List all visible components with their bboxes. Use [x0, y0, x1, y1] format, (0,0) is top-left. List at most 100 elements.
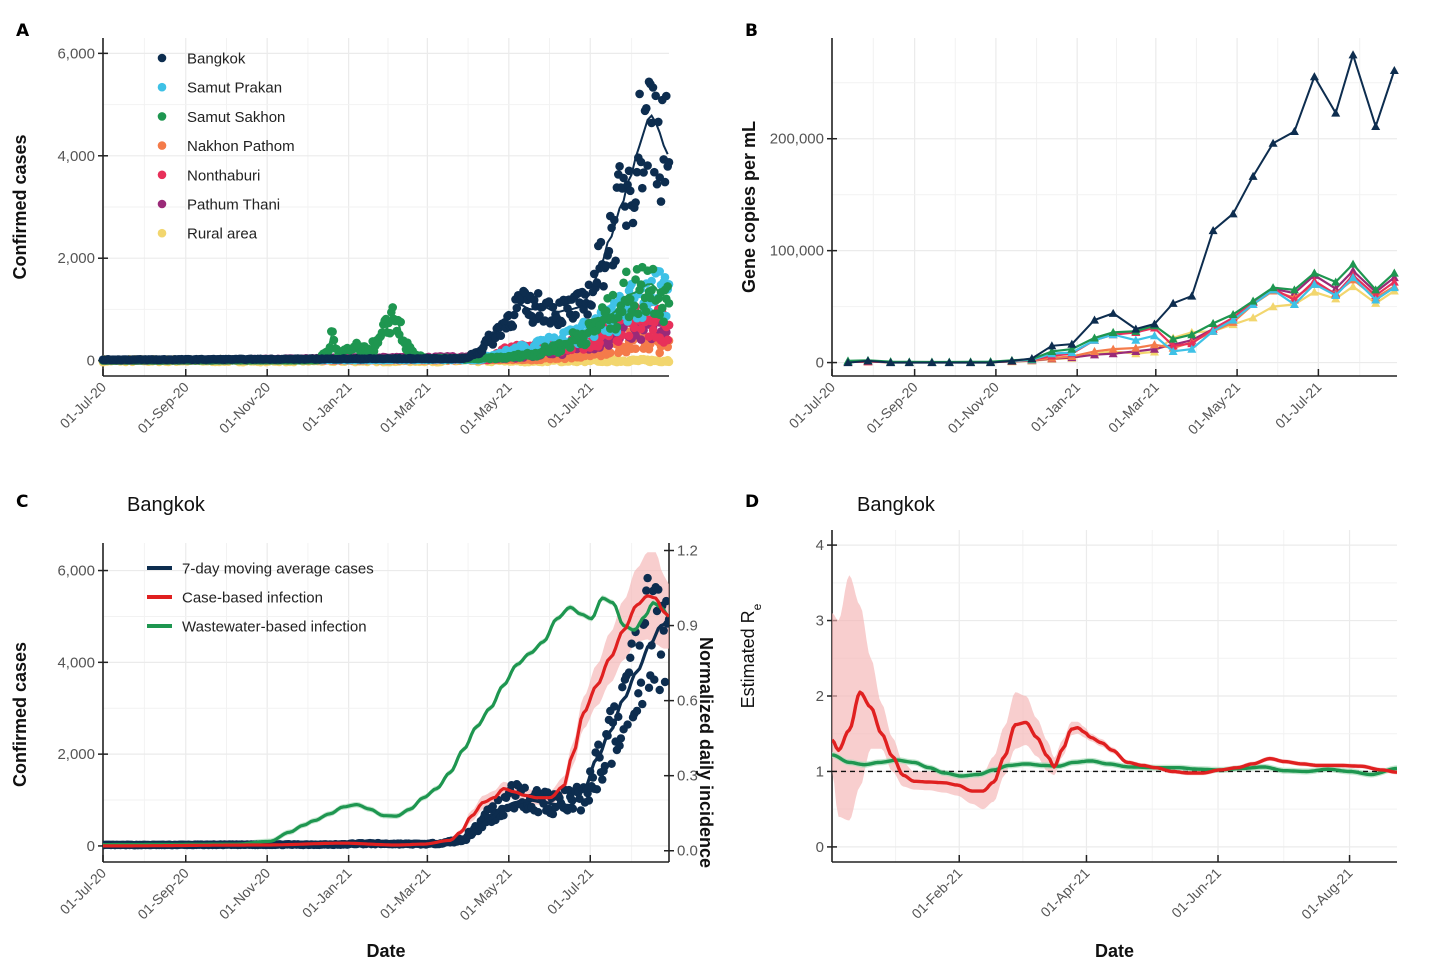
data-point [630, 323, 639, 333]
data-point [636, 335, 646, 344]
data-point [488, 802, 497, 811]
x-tick-label: 01-Sep-20 [134, 865, 192, 923]
data-point [610, 702, 619, 711]
data-point [656, 197, 666, 206]
data-point [602, 306, 611, 316]
legend-item: Samut Prakan [157, 80, 282, 97]
triangle-marker [1289, 126, 1299, 136]
data-point [396, 317, 406, 327]
triangle-marker [1149, 331, 1159, 340]
data-point [615, 741, 624, 750]
data-point [636, 324, 646, 334]
data-point [329, 335, 339, 345]
data-point [631, 275, 640, 284]
x-tick-label: 01-Nov-20 [216, 865, 274, 923]
x-tick-label: 01-May-21 [456, 865, 515, 924]
triangle-marker [1108, 308, 1118, 317]
data-point [631, 198, 640, 207]
y-axis-title-subscript: e [750, 603, 764, 610]
triangle-marker [966, 358, 976, 367]
triangle-marker [944, 358, 954, 367]
data-point [596, 237, 606, 247]
x-tick-label: 01-Jan-21 [299, 865, 355, 921]
data-point [587, 301, 596, 310]
triangle-marker [1168, 334, 1178, 343]
data-point [647, 276, 656, 286]
triangle-marker [927, 358, 937, 367]
data-point [599, 282, 608, 291]
y-axis-title: Confirmed cases [10, 642, 30, 787]
triangle-marker [1268, 138, 1278, 147]
data-point [557, 318, 567, 328]
data-point [620, 202, 630, 211]
triangle-marker [1331, 277, 1341, 286]
data-point [655, 685, 664, 695]
triangle-marker [1331, 290, 1341, 300]
y-tick-label: 6,000 [57, 45, 95, 62]
data-point [598, 775, 607, 784]
y-tick-label: 2,000 [57, 746, 95, 763]
data-point [663, 335, 672, 345]
triangle-marker [1090, 315, 1100, 324]
data-point [642, 307, 651, 317]
y-tick-label: 4,000 [57, 654, 95, 671]
data-point [607, 759, 616, 768]
triangle-marker [1309, 268, 1319, 277]
data-point [604, 341, 614, 350]
triangle-marker [904, 358, 914, 367]
x-tick-label: 01-Jul-21 [544, 379, 597, 432]
data-point [659, 626, 668, 635]
data-point [612, 322, 622, 332]
legend-item: Nonthaburi [157, 167, 260, 184]
panel-d: D Bangkok 0 1 2 3 4 01-Feb-21 01-Apr-21 01-Jun-21… [738, 492, 1397, 961]
triangle-marker [1208, 318, 1218, 327]
data-point [614, 337, 623, 347]
triangle-marker [1371, 285, 1381, 294]
data-point [648, 83, 658, 92]
data-point [655, 348, 664, 358]
triangle-marker [1187, 330, 1197, 339]
x-tick-label: 01-Feb-21 [908, 865, 965, 922]
triangle-marker [1090, 333, 1100, 342]
triangle-marker [1187, 339, 1197, 348]
data-point [610, 215, 619, 225]
right-y-axis-title: Normalized daily incidence [696, 637, 716, 868]
data-point [634, 689, 643, 698]
data-point [660, 677, 669, 687]
y-tick-label: 3 [816, 613, 824, 630]
triangle-marker [1248, 296, 1258, 305]
x-axis-title: Date [1095, 941, 1134, 961]
triangle-marker [1208, 326, 1218, 335]
triangle-marker [1131, 324, 1141, 333]
panel-b: B 0 100,000 200,000 01-Jul-20 01-Sep-20 01-Nov… [739, 21, 1399, 437]
data-point [635, 89, 644, 99]
legend-marker [157, 53, 167, 63]
right-y-tick-label: 0.0 [677, 843, 698, 860]
legend-marker [157, 82, 167, 92]
data-point [581, 339, 591, 348]
data-point [600, 761, 610, 771]
y-tick-label: 200,000 [770, 131, 824, 148]
legend-label: Samut Prakan [187, 80, 282, 97]
data-point [602, 261, 611, 270]
legend-item: Wastewater-based infection [147, 619, 367, 636]
legend-marker [157, 228, 167, 238]
legend-marker [157, 141, 167, 150]
data-point [615, 162, 624, 171]
legend-label: Case-based infection [182, 590, 323, 607]
right-y-tick-label: 1.2 [677, 543, 698, 560]
triangle-marker [1108, 344, 1118, 353]
data-point [664, 299, 674, 308]
data-point [619, 278, 628, 288]
data-point [635, 641, 644, 650]
triangle-marker [1067, 339, 1077, 348]
data-point [659, 317, 668, 327]
data-point [644, 683, 654, 692]
triangle-marker [1149, 340, 1159, 349]
data-point [622, 267, 631, 277]
legend: Bangkok Samut Prakan Samut Sakhon Nakhon Pa… [157, 51, 295, 243]
data-point [664, 357, 674, 367]
triangle-marker [1389, 283, 1399, 292]
legend-item: Case-based infection [147, 590, 323, 607]
y-tick-label: 0 [87, 353, 95, 370]
